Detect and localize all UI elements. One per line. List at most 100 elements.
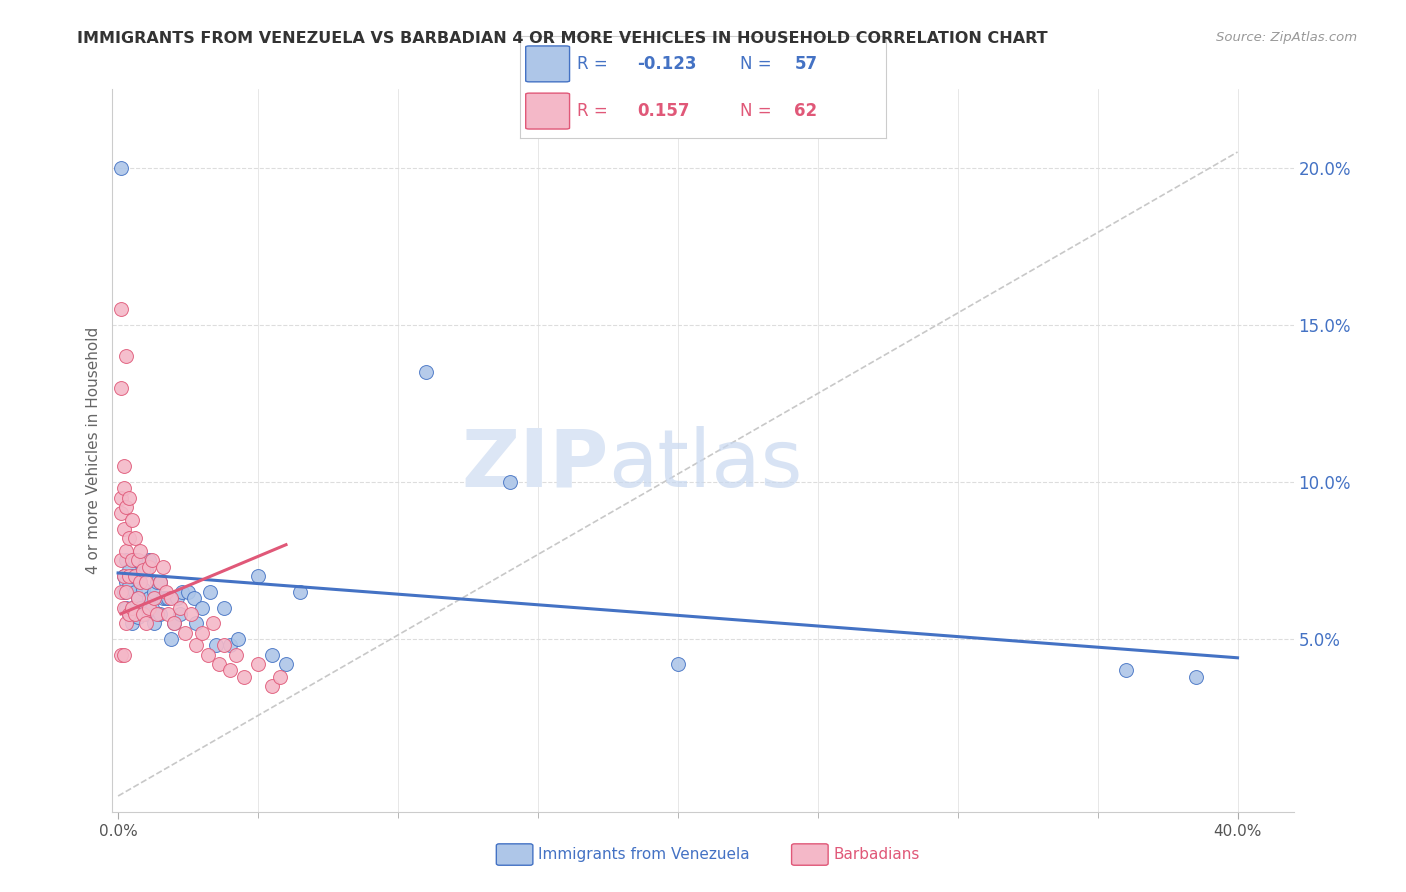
Point bbox=[415, 365, 437, 379]
Point bbox=[166, 591, 188, 606]
Point bbox=[186, 638, 208, 652]
Point bbox=[118, 491, 141, 505]
Point bbox=[160, 591, 183, 606]
Point bbox=[127, 569, 149, 583]
Text: R =: R = bbox=[576, 55, 607, 73]
Point bbox=[260, 679, 283, 693]
Point bbox=[169, 600, 191, 615]
Point bbox=[177, 584, 200, 599]
Point bbox=[205, 638, 228, 652]
Text: -0.123: -0.123 bbox=[637, 55, 697, 73]
Point bbox=[121, 616, 143, 631]
Text: N =: N = bbox=[740, 102, 770, 120]
Point bbox=[233, 670, 256, 684]
Point bbox=[118, 569, 141, 583]
Point bbox=[112, 522, 135, 536]
Text: Barbadians: Barbadians bbox=[834, 847, 920, 862]
Point bbox=[269, 670, 291, 684]
Point bbox=[127, 591, 149, 606]
Point bbox=[112, 584, 135, 599]
Point bbox=[110, 648, 132, 662]
Point bbox=[112, 481, 135, 495]
Point bbox=[118, 532, 141, 546]
FancyBboxPatch shape bbox=[526, 93, 569, 129]
Point bbox=[138, 591, 160, 606]
Point bbox=[200, 584, 222, 599]
Point bbox=[152, 559, 174, 574]
Point bbox=[129, 544, 152, 558]
Point bbox=[183, 591, 205, 606]
Point bbox=[132, 607, 155, 621]
Point bbox=[149, 575, 172, 590]
Point bbox=[129, 600, 152, 615]
Point bbox=[141, 553, 163, 567]
Point bbox=[112, 648, 135, 662]
Point bbox=[118, 563, 141, 577]
Point bbox=[172, 584, 194, 599]
Point bbox=[110, 381, 132, 395]
Point bbox=[208, 657, 231, 671]
Point bbox=[191, 600, 214, 615]
Point bbox=[115, 500, 138, 514]
Point bbox=[160, 632, 183, 646]
Point bbox=[118, 607, 141, 621]
Point bbox=[143, 591, 166, 606]
Point bbox=[121, 600, 143, 615]
Point bbox=[115, 349, 138, 363]
Point bbox=[112, 569, 135, 583]
Point bbox=[163, 616, 186, 631]
Point bbox=[499, 475, 522, 489]
Point bbox=[219, 638, 242, 652]
Point bbox=[135, 563, 157, 577]
Point bbox=[115, 616, 138, 631]
Point bbox=[112, 569, 135, 583]
Point bbox=[129, 575, 152, 590]
Point bbox=[186, 616, 208, 631]
Point bbox=[110, 506, 132, 520]
Point bbox=[149, 575, 172, 590]
Point bbox=[118, 607, 141, 621]
Text: 57: 57 bbox=[794, 55, 817, 73]
Point bbox=[143, 584, 166, 599]
Point bbox=[225, 648, 247, 662]
Point bbox=[197, 648, 219, 662]
Point bbox=[1184, 670, 1206, 684]
Point bbox=[118, 578, 141, 592]
Point bbox=[110, 553, 132, 567]
Point bbox=[155, 584, 177, 599]
Point bbox=[666, 657, 689, 671]
Point bbox=[115, 575, 138, 590]
Point bbox=[146, 575, 169, 590]
Point bbox=[124, 532, 146, 546]
Text: Immigrants from Venezuela: Immigrants from Venezuela bbox=[538, 847, 751, 862]
Point bbox=[143, 616, 166, 631]
Point bbox=[132, 563, 155, 577]
Point bbox=[127, 610, 149, 624]
Point bbox=[129, 575, 152, 590]
Point bbox=[112, 600, 135, 615]
Point bbox=[1115, 664, 1137, 678]
Point bbox=[135, 575, 157, 590]
Point bbox=[121, 512, 143, 526]
Point bbox=[124, 569, 146, 583]
Point bbox=[157, 607, 180, 621]
Point bbox=[135, 607, 157, 621]
Text: Source: ZipAtlas.com: Source: ZipAtlas.com bbox=[1216, 31, 1357, 45]
Point bbox=[135, 616, 157, 631]
Point bbox=[174, 625, 197, 640]
Point bbox=[247, 569, 270, 583]
Point bbox=[214, 638, 236, 652]
Point bbox=[124, 607, 146, 621]
Point bbox=[157, 591, 180, 606]
Text: IMMIGRANTS FROM VENEZUELA VS BARBADIAN 4 OR MORE VEHICLES IN HOUSEHOLD CORRELATI: IMMIGRANTS FROM VENEZUELA VS BARBADIAN 4… bbox=[77, 31, 1047, 46]
Point bbox=[155, 591, 177, 606]
Point bbox=[115, 584, 138, 599]
Point bbox=[169, 607, 191, 621]
Point bbox=[121, 600, 143, 615]
FancyBboxPatch shape bbox=[526, 46, 569, 82]
Point bbox=[228, 632, 250, 646]
Point bbox=[138, 600, 160, 615]
Point bbox=[191, 625, 214, 640]
Point bbox=[138, 553, 160, 567]
Point bbox=[274, 657, 297, 671]
